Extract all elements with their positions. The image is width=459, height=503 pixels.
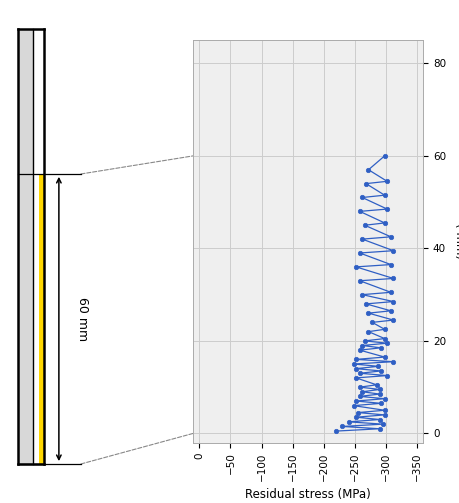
Bar (18, 29, 33, 464)
X-axis label: Residual stress (MPa): Residual stress (MPa) (245, 488, 370, 501)
Y-axis label: ( mm): ( mm) (452, 223, 459, 260)
Bar (39, 174, 44, 464)
Text: 60 mm: 60 mm (76, 297, 89, 341)
